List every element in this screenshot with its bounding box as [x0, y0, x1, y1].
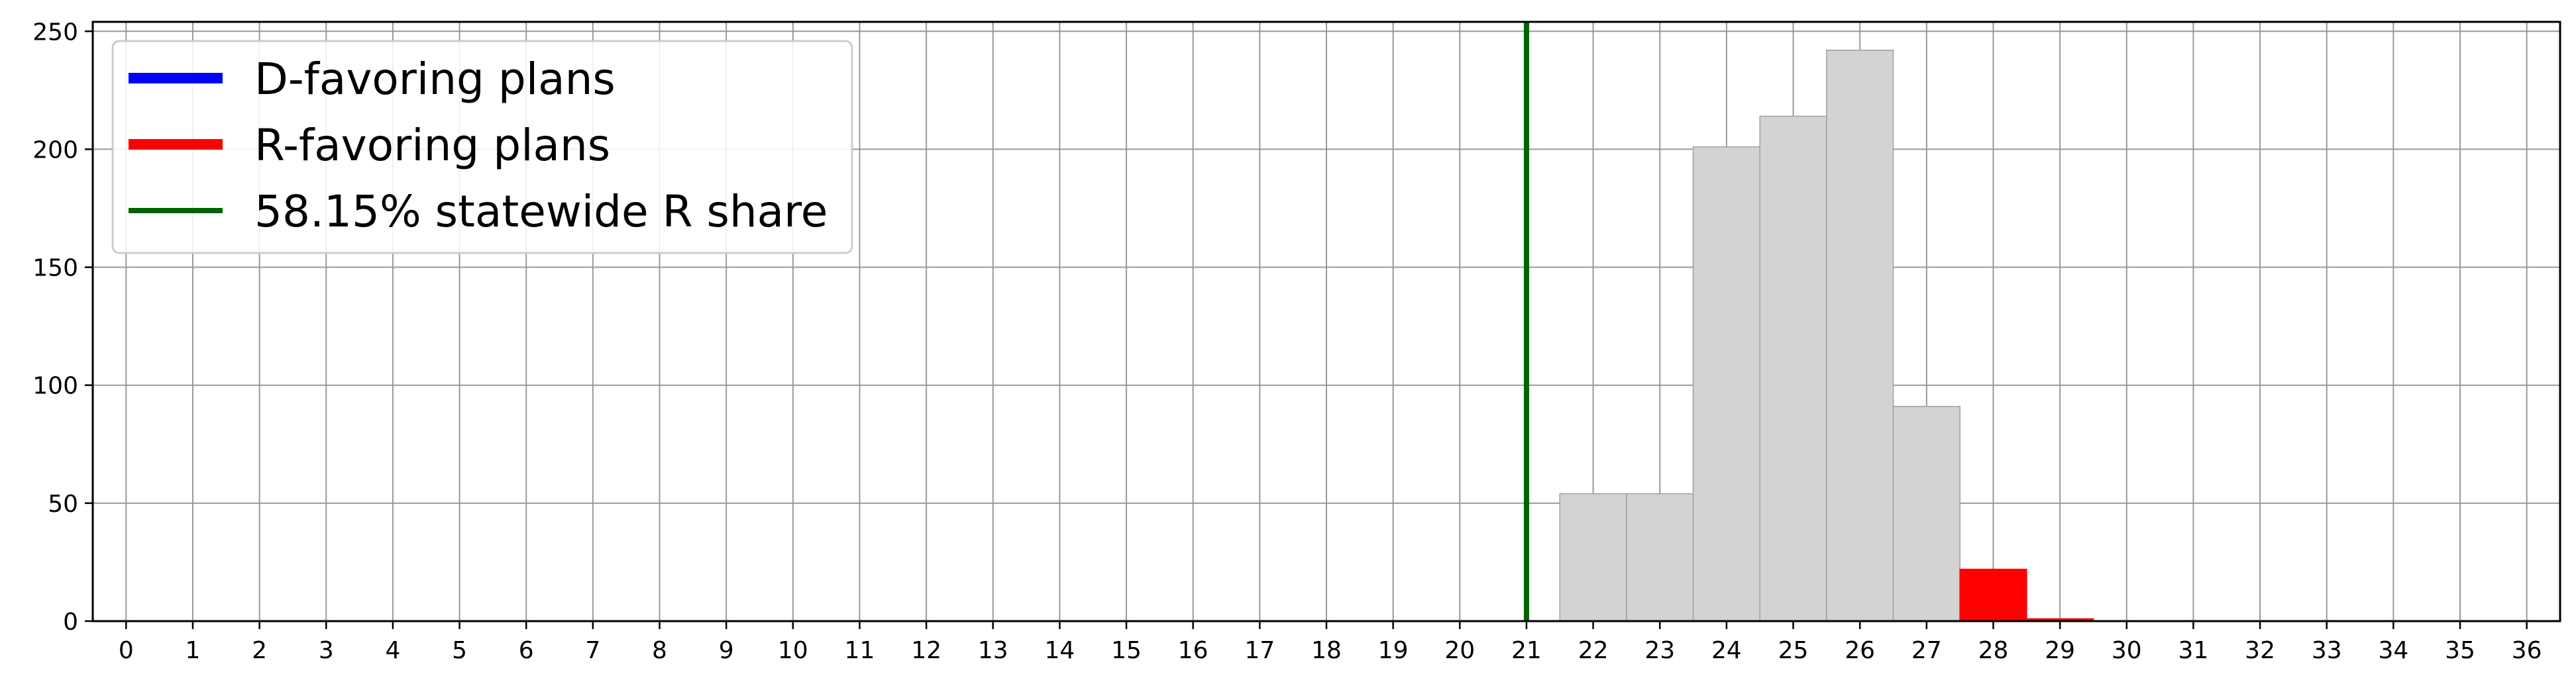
x-tick-label: 31	[2178, 637, 2209, 664]
x-tick-label: 22	[1578, 637, 1609, 664]
y-tick-label: 0	[63, 609, 78, 636]
legend: D-favoring plans R-favoring plans 58.15% s…	[111, 40, 853, 254]
x-tick-label: 11	[845, 637, 875, 664]
y-tick-label: 150	[32, 255, 78, 282]
x-tick-label: 26	[1845, 637, 1875, 664]
x-tick-label: 35	[2445, 637, 2475, 664]
legend-box	[111, 40, 853, 254]
r-favoring-bar	[1959, 568, 2027, 622]
x-tick-label: 21	[1511, 637, 1542, 664]
neutral-bar	[1626, 493, 1694, 622]
x-tick-label: 7	[585, 637, 600, 664]
x-tick-label: 9	[719, 637, 734, 664]
y-tick-label: 200	[32, 136, 78, 164]
neutral-bar	[1759, 115, 1827, 622]
x-tick-label: 28	[1978, 637, 2009, 664]
neutral-bar	[1892, 406, 1960, 622]
neutral-bar	[1826, 50, 1894, 622]
x-tick-label: 14	[1044, 637, 1075, 664]
x-tick-label: 29	[2045, 637, 2075, 664]
neutral-bar	[1559, 493, 1627, 622]
x-tick-label: 16	[1178, 637, 1208, 664]
x-tick-label: 33	[2312, 637, 2342, 664]
x-tick-label: 20	[1444, 637, 1475, 664]
bars	[1559, 50, 2094, 622]
legend-label: R-favoring plans	[254, 120, 610, 171]
x-tick-label: 10	[778, 637, 808, 664]
x-tick-label: 24	[1711, 637, 1742, 664]
y-tick-labels: 0 50 100 150 200 250	[32, 19, 78, 636]
y-tick-label: 50	[48, 491, 78, 518]
x-tick-label: 0	[119, 637, 134, 664]
x-tick-label: 15	[1111, 637, 1142, 664]
x-tick-labels: 0 1 2 3 4 5 6 7 8 9 10 11 12 13 14 15 16 17 18 19 20 21 22 23 24…	[119, 637, 2542, 664]
legend-label: 58.15% statewide R share	[254, 186, 828, 237]
x-tick-label: 17	[1244, 637, 1275, 664]
x-tick-label: 34	[2378, 637, 2408, 664]
x-tick-label: 8	[652, 637, 667, 664]
x-tick-label: 27	[1911, 637, 1942, 664]
x-tick-label: 30	[2112, 637, 2142, 664]
x-tick-label: 3	[319, 637, 334, 664]
x-tick-label: 19	[1378, 637, 1409, 664]
x-tick-label: 13	[978, 637, 1008, 664]
x-tick-label: 5	[452, 637, 467, 664]
y-tick-label: 250	[32, 19, 78, 46]
x-tick-label: 12	[911, 637, 941, 664]
x-tick-label: 6	[519, 637, 534, 664]
axis-ticks	[85, 30, 2528, 629]
x-tick-label: 32	[2245, 637, 2275, 664]
x-tick-label: 25	[1778, 637, 1809, 664]
x-tick-label: 23	[1644, 637, 1675, 664]
x-tick-label: 4	[385, 637, 400, 664]
x-tick-label: 2	[252, 637, 267, 664]
x-tick-label: 36	[2512, 637, 2542, 664]
neutral-bar	[1692, 146, 1760, 622]
y-tick-label: 100	[32, 373, 78, 400]
x-tick-label: 1	[186, 637, 201, 664]
x-tick-label: 18	[1311, 637, 1342, 664]
legend-label: D-favoring plans	[254, 54, 616, 105]
